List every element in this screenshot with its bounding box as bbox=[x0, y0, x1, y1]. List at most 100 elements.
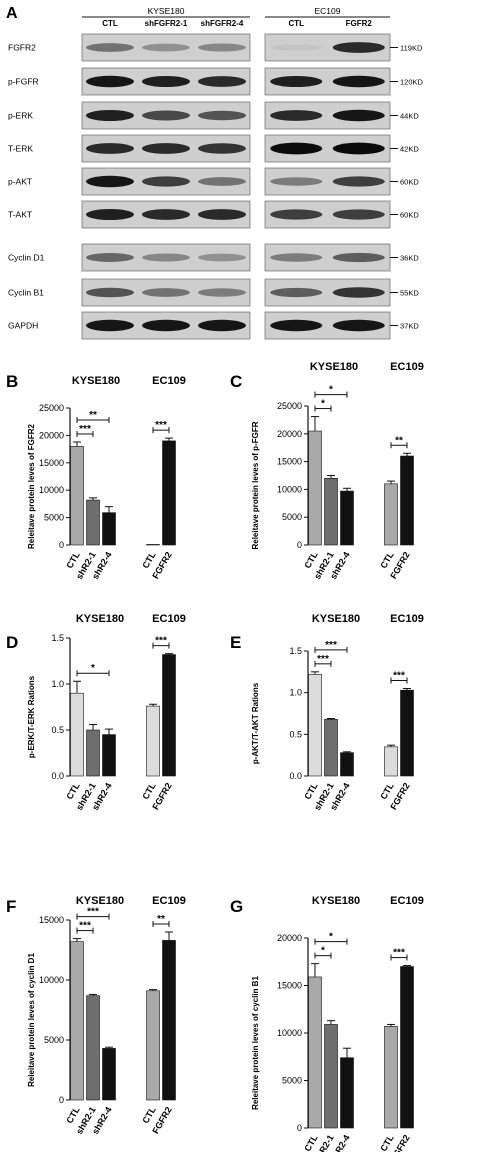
blot-band bbox=[86, 175, 134, 188]
panel-letter: D bbox=[6, 633, 18, 652]
blot-row-label: p-ERK bbox=[8, 111, 33, 121]
blot-row-label: p-FGFR bbox=[8, 77, 39, 87]
y-tick-label: 20000 bbox=[277, 933, 302, 943]
significance-label: ** bbox=[395, 435, 403, 446]
bar bbox=[146, 990, 160, 1101]
blot-band bbox=[332, 176, 385, 187]
y-tick-label: 1.0 bbox=[51, 679, 64, 689]
blot-size-label: 42KD bbox=[400, 145, 419, 154]
y-tick-label: 15000 bbox=[277, 981, 302, 991]
bar bbox=[146, 544, 160, 546]
group-label: EC109 bbox=[152, 895, 186, 907]
y-tick-label: 0.5 bbox=[51, 725, 64, 735]
blot-band bbox=[332, 142, 385, 155]
bar bbox=[162, 940, 176, 1101]
group-label: KYSE180 bbox=[72, 375, 120, 387]
blot-band bbox=[198, 319, 246, 332]
y-axis-label: Releitave protein leves of p-FGFR bbox=[251, 421, 260, 549]
y-tick-label: 15000 bbox=[39, 915, 64, 925]
blot-size-label: 37KD bbox=[400, 322, 419, 331]
group-label: EC109 bbox=[390, 361, 424, 373]
blot-band bbox=[86, 253, 134, 262]
blot-strip bbox=[81, 33, 251, 62]
chart-panel-c: C KYSE180 EC109 0 5000 10000 15000 20000 25000 Re… bbox=[230, 361, 424, 581]
blot-band bbox=[270, 44, 323, 51]
blot-band bbox=[270, 142, 323, 155]
blot-band bbox=[142, 75, 190, 88]
y-tick-label: 20000 bbox=[277, 429, 302, 439]
group-label: KYSE180 bbox=[76, 895, 124, 907]
blot-size-label: 120KD bbox=[400, 78, 424, 87]
y-tick-label: 0 bbox=[59, 540, 64, 550]
blot-band bbox=[198, 288, 246, 297]
blot-band bbox=[332, 319, 385, 332]
group-label: KYSE180 bbox=[310, 361, 358, 373]
chart-panel-d: D KYSE180 EC109 0.0 0.5 1.0 1.5 p-ERK/T-ERK Rat… bbox=[6, 613, 186, 812]
y-axis-label: Releitave protein leves of FGFR2 bbox=[27, 423, 36, 548]
chart-panel-g: G KYSE180 EC109 0 5000 10000 15000 20000 Releita… bbox=[230, 895, 424, 1157]
y-tick-label: 0 bbox=[59, 1095, 64, 1105]
significance-label: *** bbox=[155, 636, 167, 647]
bar bbox=[86, 499, 100, 546]
group-label: EC109 bbox=[390, 895, 424, 907]
y-tick-label: 15000 bbox=[277, 457, 302, 467]
blot-band bbox=[332, 42, 385, 53]
group-label: KYSE180 bbox=[312, 613, 360, 625]
blot-band bbox=[142, 253, 190, 262]
blot-row-label: FGFR2 bbox=[8, 43, 36, 53]
y-tick-label: 5000 bbox=[44, 1035, 64, 1045]
y-tick-label: 5000 bbox=[282, 1076, 302, 1086]
group-label: KYSE180 bbox=[76, 613, 124, 625]
significance-label: * bbox=[329, 385, 333, 396]
blot-row-label: GAPDH bbox=[8, 321, 38, 331]
bar bbox=[324, 1024, 338, 1129]
blot-band bbox=[198, 177, 246, 186]
blot-band bbox=[142, 176, 190, 187]
bar bbox=[384, 746, 398, 777]
blot-band bbox=[332, 287, 385, 298]
bar bbox=[102, 1048, 116, 1101]
blot-lane-label: shFGFR2-1 bbox=[145, 19, 188, 28]
blot-band bbox=[142, 319, 190, 332]
blot-band bbox=[86, 287, 134, 298]
bar bbox=[70, 941, 84, 1101]
bar bbox=[400, 689, 414, 777]
bar bbox=[102, 512, 116, 546]
bar bbox=[340, 490, 354, 546]
panel-letter: B bbox=[6, 372, 18, 391]
significance-label: *** bbox=[393, 671, 405, 682]
blot-band bbox=[198, 209, 246, 220]
blot-row-label: T-AKT bbox=[8, 210, 32, 220]
significance-label: *** bbox=[317, 654, 329, 665]
y-tick-label: 0.0 bbox=[289, 771, 302, 781]
significance-label: *** bbox=[155, 420, 167, 431]
blot-row-label: Cyclin D1 bbox=[8, 253, 45, 263]
bar bbox=[324, 719, 338, 777]
blot-band bbox=[142, 209, 190, 220]
blot-band bbox=[198, 43, 246, 52]
blot-band bbox=[142, 110, 190, 121]
blot-row-label: p-AKT bbox=[8, 177, 32, 187]
blot-band bbox=[270, 110, 323, 121]
bar bbox=[308, 674, 322, 777]
blot-band bbox=[332, 109, 385, 122]
chart-panel-e: E KYSE180 EC109 0.0 0.5 1.0 1.5 p-AKT/T-AKT Rat… bbox=[230, 613, 424, 812]
group-label: EC109 bbox=[390, 613, 424, 625]
blot-band bbox=[270, 177, 323, 186]
y-axis-label: p-AKT/T-AKT Rations bbox=[251, 682, 260, 764]
bar bbox=[400, 455, 414, 546]
blot-band bbox=[86, 208, 134, 221]
y-tick-label: 5000 bbox=[44, 513, 64, 523]
y-tick-label: 20000 bbox=[39, 430, 64, 440]
blot-band bbox=[332, 252, 385, 263]
significance-label: * bbox=[329, 932, 333, 943]
chart-panel-b: B KYSE180 EC109 0 5000 10000 15000 20000 25000Re… bbox=[6, 372, 186, 581]
bar bbox=[308, 976, 322, 1129]
y-tick-label: 0.0 bbox=[51, 771, 64, 781]
bar bbox=[102, 734, 116, 777]
significance-label: * bbox=[91, 663, 95, 674]
blot-row-label: Cyclin B1 bbox=[8, 288, 44, 298]
bar bbox=[86, 995, 100, 1101]
panel-letter: E bbox=[230, 633, 241, 652]
